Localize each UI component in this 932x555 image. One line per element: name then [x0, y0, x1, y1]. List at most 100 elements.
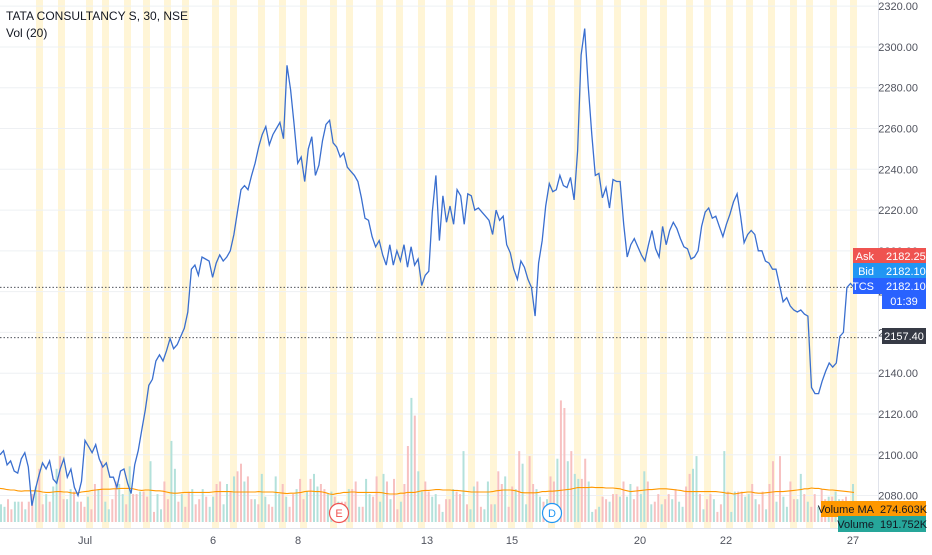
volume-bar [525, 504, 528, 522]
volume-bar [31, 494, 34, 522]
volume-bar [452, 489, 455, 522]
volume-indicator-label[interactable]: Vol (20) [6, 26, 47, 40]
volume-ma-badge-label: Volume MA [818, 504, 875, 516]
volume-bar [55, 468, 58, 522]
volume-bar [292, 494, 295, 522]
session-band [346, 0, 353, 528]
volume-bar [552, 481, 555, 522]
volume-bar [146, 496, 149, 522]
volume-bar [455, 491, 458, 522]
volume-bar [758, 504, 761, 522]
volume-bar [441, 511, 444, 522]
volume-bar [730, 511, 733, 522]
price-tick-label: 2300.00 [878, 42, 918, 54]
session-band [468, 0, 475, 528]
session-band [548, 0, 555, 528]
volume-bar [733, 491, 736, 522]
volume-bar [806, 501, 809, 522]
volume-bar [274, 476, 277, 522]
bid-badge-value: 2182.10 [886, 266, 926, 278]
volume-bar [813, 494, 816, 522]
symbol-title[interactable]: TATA CONSULTANCY S, 30, NSE [6, 9, 188, 23]
volume-bar [608, 501, 611, 522]
volume-bar [222, 504, 225, 522]
volume-bar [180, 494, 183, 522]
volume-bar [111, 499, 114, 522]
volume-bar [128, 466, 131, 522]
volume-bar [417, 471, 420, 522]
time-axis[interactable]: Jul 6 8 13 15 20 22 27 [78, 535, 859, 547]
volume-bar [511, 486, 514, 522]
volume-bar [104, 501, 107, 522]
volume-bar [761, 491, 764, 522]
volume-bar [368, 494, 371, 522]
time-tick-label: 6 [210, 535, 216, 547]
volume-bar [799, 473, 802, 522]
volume-bar [424, 481, 427, 522]
volume-bar [681, 506, 684, 522]
volume-bar [253, 499, 256, 522]
volume-bar [490, 504, 493, 522]
volume-bar [566, 461, 569, 522]
volume-bar [639, 494, 642, 522]
volume-bar [570, 451, 573, 522]
price-tick-label: 2280.00 [878, 83, 918, 95]
volume-bar [685, 486, 688, 522]
dividend-marker-icon [541, 502, 563, 524]
volume-bar [563, 408, 566, 522]
volume-bar [271, 506, 274, 522]
volume-bar [382, 473, 385, 522]
session-band [330, 0, 337, 528]
volume-bar [497, 471, 500, 522]
volume-bar [69, 489, 72, 522]
volume-bar [41, 504, 44, 522]
volume-bar [817, 506, 820, 522]
volume-bar [264, 496, 267, 522]
volume-bar [358, 506, 361, 522]
volume-bar [479, 506, 482, 522]
volume-bar [80, 501, 82, 522]
price-tick-label: 2240.00 [878, 164, 918, 176]
volume-bar [59, 456, 62, 522]
volume-bar [306, 491, 308, 522]
volume-bar [643, 471, 646, 522]
volume-bar [702, 509, 705, 522]
volume-bar [313, 473, 315, 522]
session-band [640, 0, 647, 528]
level-badge-value: 2157.40 [884, 331, 924, 343]
session-band [124, 0, 131, 528]
volume-bar [187, 491, 190, 522]
volume-bar [667, 494, 670, 522]
volume-ma-badge-bg [821, 501, 926, 517]
volume-bar [38, 468, 41, 522]
volume-bar [288, 506, 291, 522]
time-tick-label: 27 [847, 535, 859, 547]
volume-bar [142, 491, 145, 522]
price-tick-label: 2220.00 [878, 205, 918, 217]
session-band [686, 0, 693, 528]
volume-ma-badge: Volume MA 274.603K [818, 501, 928, 517]
earnings-marker[interactable]: E [328, 502, 350, 524]
session-band [86, 0, 93, 528]
countdown-badge: 01:39 [882, 293, 926, 309]
volume-bars [0, 397, 854, 522]
volume-bar [17, 501, 20, 522]
session-band [182, 0, 189, 528]
last-price-badge-bg [853, 278, 926, 294]
volume-bar [768, 484, 771, 522]
volume-bar [184, 506, 187, 522]
session-band [704, 0, 711, 528]
volume-bar [573, 473, 576, 522]
volume-bar [177, 501, 180, 522]
volume-bar [73, 491, 75, 522]
volume-bar [27, 501, 30, 522]
dividend-marker[interactable]: D [541, 502, 563, 524]
session-band [830, 0, 837, 528]
volume-bar [393, 478, 395, 522]
session-band [143, 0, 150, 528]
volume-bar [692, 468, 694, 522]
volume-bar [420, 491, 423, 522]
bid-badge: Bid 2182.10 [853, 263, 926, 279]
